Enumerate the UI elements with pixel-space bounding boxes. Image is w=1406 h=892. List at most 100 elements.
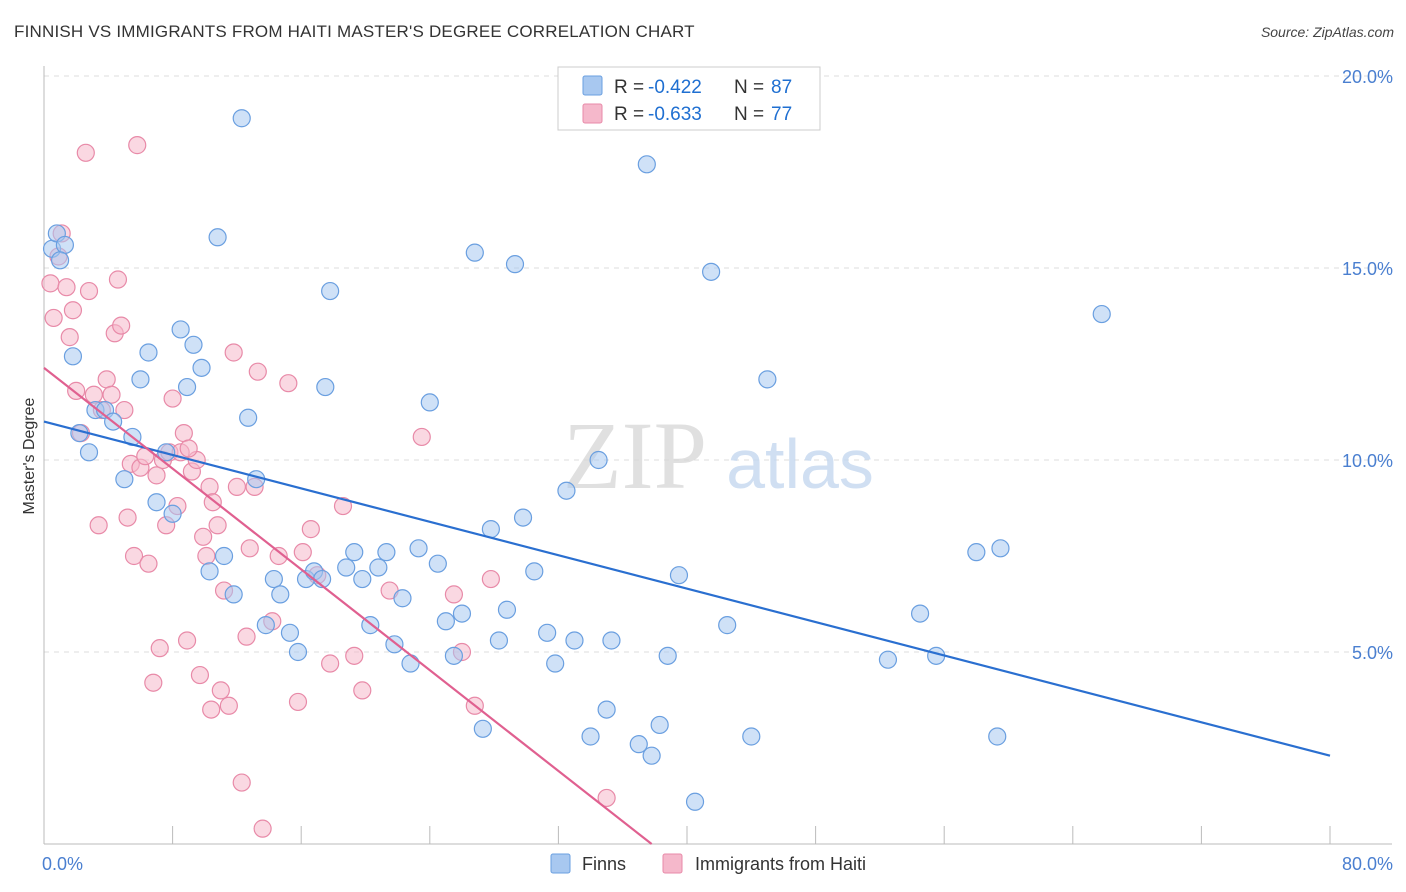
legend-r-label-haiti: R = <box>614 104 644 125</box>
finns-point <box>650 715 669 735</box>
legend-swatch-finns <box>582 75 603 96</box>
haiti-point <box>279 374 298 393</box>
finns-point <box>669 566 689 585</box>
haiti-point <box>412 427 431 447</box>
haiti-point <box>597 788 616 808</box>
legend-box: R = -0.422 N = 87 R = -0.633 N = 77 <box>557 66 821 131</box>
haiti-point <box>174 424 193 443</box>
haiti-point <box>118 508 137 527</box>
haiti-point <box>41 274 60 293</box>
haiti-point <box>76 143 95 162</box>
y-tick-label: 15.0% <box>1342 259 1393 279</box>
series-finns-points <box>42 109 1111 811</box>
finns-point <box>50 251 70 270</box>
finns-point <box>271 585 290 604</box>
watermark-zip: ZIP <box>563 402 707 509</box>
haiti-point <box>150 639 169 658</box>
finns-point <box>489 631 509 650</box>
finns-point <box>546 654 565 673</box>
haiti-point <box>333 496 353 516</box>
finns-point <box>147 493 166 512</box>
haiti-point <box>147 466 166 485</box>
finns-point <box>581 727 600 746</box>
haiti-point <box>301 520 320 539</box>
finns-point <box>878 650 898 669</box>
haiti-point <box>179 439 198 458</box>
finns-point <box>224 585 243 604</box>
finns-point <box>208 228 227 247</box>
finns-point <box>393 589 412 608</box>
y-axis-label: Master's Degree <box>21 397 38 514</box>
source-label: Source: ZipAtlas.com <box>1260 24 1394 40</box>
haiti-point <box>144 673 163 692</box>
bottom-legend-label-haiti: Immigrants from Haiti <box>695 854 866 874</box>
watermark-atlas: atlas <box>726 425 874 503</box>
finns-point <box>428 554 447 573</box>
finns-point <box>163 504 182 523</box>
finns-point <box>316 377 335 397</box>
finns-point <box>513 508 533 527</box>
haiti-point <box>237 627 256 646</box>
legend-n-value-haiti: 77 <box>771 104 792 125</box>
finns-point <box>557 481 576 500</box>
haiti-point <box>194 527 213 546</box>
finns-point <box>177 377 197 397</box>
finns-point <box>409 539 428 558</box>
finns-point <box>444 646 464 665</box>
finns-point <box>538 623 557 642</box>
finns-point <box>452 604 472 623</box>
x-tick-label: 80.0% <box>1342 854 1393 874</box>
haiti-point <box>227 477 246 496</box>
haiti-point <box>177 631 197 650</box>
finns-point <box>967 543 986 562</box>
haiti-point <box>128 136 147 155</box>
haiti-point <box>481 569 500 589</box>
bottom-legend: Finns Immigrants from Haiti <box>550 853 866 874</box>
haiti-point <box>202 700 221 719</box>
finns-point <box>184 335 203 354</box>
haiti-point <box>353 681 372 700</box>
finns-point <box>642 746 661 765</box>
finns-point <box>629 735 648 754</box>
legend-n-label-haiti: N = <box>734 104 764 125</box>
haiti-point <box>211 681 230 700</box>
finns-point <box>139 343 158 362</box>
finns-point <box>436 612 455 631</box>
haiti-point <box>444 585 464 604</box>
haiti-point <box>219 696 238 715</box>
finns-point <box>637 155 656 174</box>
finns-point <box>200 562 219 581</box>
finns-point <box>718 616 737 635</box>
finns-point <box>321 281 340 301</box>
finns-point <box>597 700 616 719</box>
haiti-point <box>97 370 116 389</box>
legend-n-value-finns: 87 <box>771 77 792 98</box>
finns-point <box>288 642 308 662</box>
haiti-point <box>269 546 288 566</box>
haiti-point <box>288 692 308 712</box>
finns-point <box>63 347 83 366</box>
finns-point <box>702 262 721 281</box>
haiti-point <box>253 819 272 838</box>
haiti-point <box>124 546 144 566</box>
y-tick-label: 5.0% <box>1352 643 1393 663</box>
haiti-trend-line <box>43 366 653 845</box>
legend-swatch-haiti <box>582 103 603 124</box>
legend-r-value-finns: -0.422 <box>648 77 702 98</box>
finns-trend-line <box>43 420 1331 757</box>
haiti-point <box>79 281 99 301</box>
y-tick-label: 20.0% <box>1342 67 1393 87</box>
haiti-point <box>197 546 216 566</box>
haiti-point <box>139 554 158 573</box>
haiti-point <box>248 362 267 381</box>
finns-point <box>1092 304 1111 324</box>
finns-point <box>910 604 930 623</box>
tick-labels: 5.0% 10.0% 15.0% 20.0% 0.0% 80.0% <box>42 67 1393 874</box>
legend-r-value-haiti: -0.633 <box>648 104 702 125</box>
finns-point <box>465 243 484 262</box>
haiti-point <box>112 316 131 335</box>
finns-point <box>115 470 134 489</box>
bottom-legend-swatch-finns <box>550 853 571 874</box>
haiti-point <box>63 301 83 320</box>
finns-point <box>565 631 584 650</box>
